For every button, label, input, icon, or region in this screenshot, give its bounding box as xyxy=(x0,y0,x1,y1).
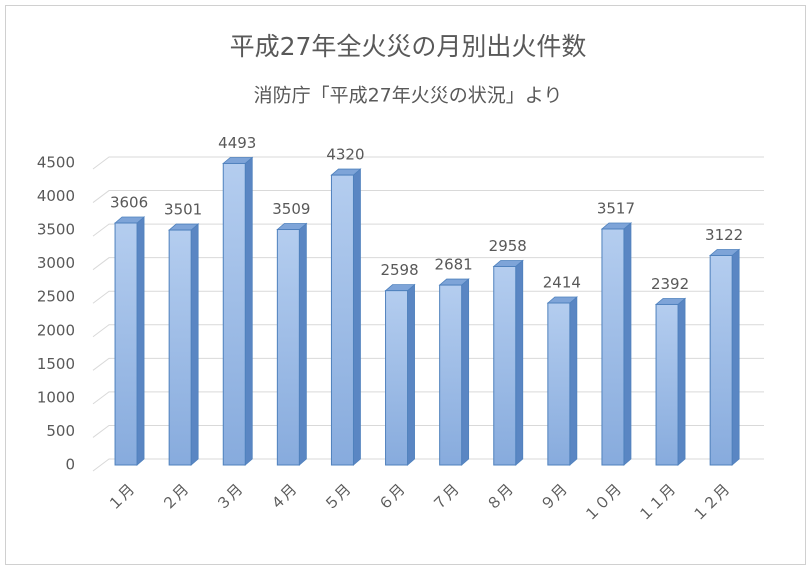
value-label: 2598 xyxy=(380,261,418,279)
value-label: 3122 xyxy=(705,226,743,244)
value-label: 2681 xyxy=(435,256,473,274)
grid-line xyxy=(92,324,764,338)
y-tick-label: 1500 xyxy=(37,355,75,373)
grid-line xyxy=(92,257,764,271)
bar xyxy=(168,229,192,466)
value-label: 2414 xyxy=(543,273,581,291)
bar xyxy=(385,290,409,466)
grid-line xyxy=(92,290,764,304)
bar xyxy=(547,302,571,466)
chart-title: 平成27年全火災の月別出火件数 xyxy=(230,32,587,61)
y-tick-label: 0 xyxy=(65,456,75,474)
bar-side xyxy=(569,296,578,466)
grid-line xyxy=(92,424,764,438)
bar-side xyxy=(623,222,632,466)
bar xyxy=(222,162,246,466)
bar-side xyxy=(731,248,740,466)
grid-line xyxy=(92,223,764,237)
bar-side xyxy=(677,297,686,466)
value-label: 4320 xyxy=(326,146,364,164)
value-label: 2958 xyxy=(489,237,527,255)
chart-subtitle: 消防庁「平成27年火災の状況」より xyxy=(254,85,563,107)
bar xyxy=(655,303,679,466)
y-tick-label: 3500 xyxy=(37,221,75,239)
y-tick-label: 4000 xyxy=(37,187,75,205)
bar-side xyxy=(461,278,470,466)
bar xyxy=(439,284,463,466)
bar xyxy=(709,254,733,466)
y-tick-label: 1000 xyxy=(37,388,75,406)
y-tick-label: 2000 xyxy=(37,321,75,339)
value-label: 3517 xyxy=(597,199,635,217)
grid-line xyxy=(92,190,764,203)
bar xyxy=(330,174,354,466)
bar-side xyxy=(298,222,307,466)
grid-line xyxy=(92,391,764,405)
value-label: 2392 xyxy=(651,275,689,293)
bar xyxy=(276,229,300,466)
grid-line xyxy=(92,156,764,170)
bar-side xyxy=(190,223,199,466)
bar-side xyxy=(244,156,253,466)
y-tick-label: 2500 xyxy=(37,288,75,306)
bar-side xyxy=(515,259,524,466)
bar xyxy=(114,222,138,466)
bar xyxy=(601,228,625,466)
value-label: 3501 xyxy=(164,201,202,219)
y-tick-label: 3000 xyxy=(37,254,75,272)
grid-line xyxy=(92,458,764,472)
grid-line xyxy=(92,357,764,371)
bar-side xyxy=(136,216,145,466)
value-label: 4493 xyxy=(218,134,256,152)
value-label: 3606 xyxy=(110,193,148,211)
y-tick-label: 4500 xyxy=(37,154,75,172)
bar-side xyxy=(353,168,361,466)
bar-side xyxy=(407,283,415,466)
y-tick-label: 500 xyxy=(46,422,75,440)
bar xyxy=(493,265,517,466)
value-label: 3509 xyxy=(272,200,310,218)
